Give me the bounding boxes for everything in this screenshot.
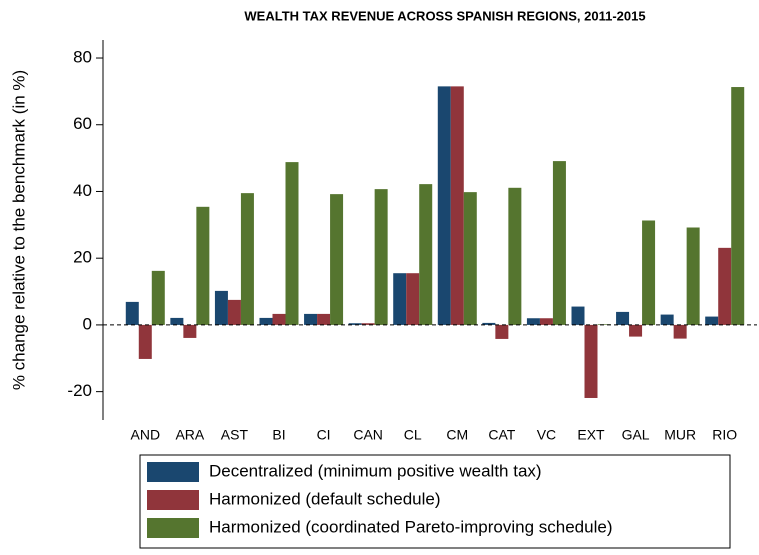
x-tick-label: CAN	[353, 427, 383, 443]
bar	[214, 290, 228, 325]
x-tick-label: CM	[446, 427, 468, 443]
y-tick-label: 0	[83, 314, 92, 333]
bar	[240, 193, 254, 325]
bar	[183, 324, 197, 338]
bar	[450, 86, 464, 325]
bar	[406, 273, 420, 325]
x-tick-label: BI	[272, 427, 285, 443]
bar	[196, 206, 210, 325]
x-tick-label: ARA	[175, 427, 204, 443]
bar	[227, 299, 241, 325]
y-tick-label: 20	[73, 248, 92, 267]
legend-label: Harmonized (default schedule)	[209, 489, 441, 508]
y-tick-label: 80	[73, 48, 92, 67]
x-tick-label: AND	[131, 427, 161, 443]
bar	[526, 318, 540, 325]
bar	[272, 313, 286, 325]
x-tick-label: VC	[537, 427, 556, 443]
bar	[642, 220, 656, 325]
bar	[660, 314, 674, 325]
bar	[718, 247, 732, 325]
bar	[151, 270, 165, 325]
x-tick-label: CI	[317, 427, 331, 443]
y-tick-label: -20	[67, 381, 92, 400]
x-tick-label: RIO	[712, 427, 737, 443]
bar	[629, 324, 643, 337]
chart-title: WEALTH TAX REVENUE ACROSS SPANISH REGION…	[244, 8, 645, 23]
bar	[495, 324, 509, 339]
bar	[330, 194, 344, 325]
bar	[419, 184, 433, 325]
bar	[138, 324, 152, 359]
bar	[317, 313, 331, 325]
bar	[304, 313, 318, 325]
bar	[482, 322, 496, 325]
legend-box	[139, 454, 731, 549]
x-tick-label: CL	[404, 427, 422, 443]
x-tick-label: EXT	[577, 427, 605, 443]
bar	[686, 227, 700, 325]
bar	[571, 306, 585, 325]
bar	[552, 161, 566, 325]
bar	[463, 192, 477, 325]
bar	[584, 324, 598, 398]
bar	[539, 318, 553, 325]
x-tick-label: AST	[221, 427, 249, 443]
bar	[259, 317, 273, 325]
legend-swatch	[147, 518, 199, 538]
bar	[125, 301, 139, 325]
y-tick-label: 40	[73, 181, 92, 200]
bar	[361, 323, 375, 325]
bar	[437, 86, 451, 325]
y-tick-label: 60	[73, 114, 92, 133]
legend-swatch	[147, 490, 199, 510]
bar	[393, 273, 407, 325]
bar	[705, 316, 719, 325]
bar	[673, 324, 687, 339]
bar	[731, 87, 745, 325]
bar	[508, 187, 522, 325]
x-tick-label: MUR	[664, 427, 696, 443]
bar	[170, 317, 184, 325]
bar	[285, 162, 299, 325]
x-tick-label: CAT	[488, 427, 515, 443]
bar	[616, 311, 630, 325]
x-tick-label: GAL	[622, 427, 650, 443]
y-axis-label: % change relative to the benchmark (in %…	[9, 70, 28, 390]
bar	[374, 189, 388, 325]
legend-label: Harmonized (coordinated Pareto-improving…	[209, 517, 612, 536]
legend-swatch	[147, 462, 199, 482]
legend-label: Decentralized (minimum positive wealth t…	[209, 461, 542, 480]
bar	[348, 323, 362, 325]
